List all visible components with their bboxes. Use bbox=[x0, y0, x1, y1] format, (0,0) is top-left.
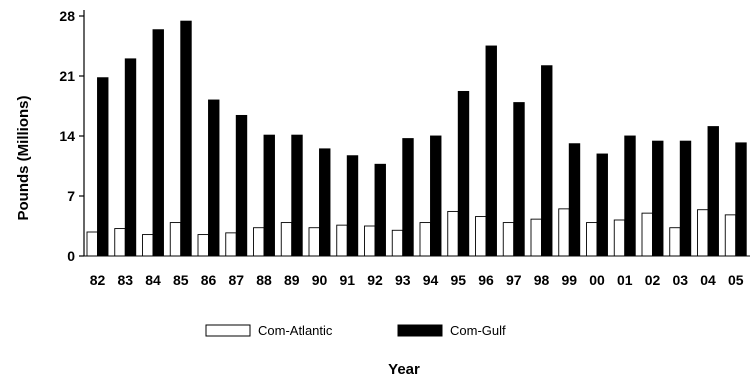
bar-com-atlantic bbox=[225, 232, 237, 257]
y-axis: 0 7 14 21 28 bbox=[59, 8, 85, 264]
legend: Com-Atlantic Com-Gulf bbox=[205, 323, 506, 338]
bar-com-atlantic bbox=[530, 218, 542, 257]
bar-com-gulf bbox=[402, 138, 414, 257]
bar-com-gulf bbox=[124, 58, 137, 257]
x-tick-label: 83 bbox=[117, 272, 133, 288]
x-tick-label: 96 bbox=[478, 272, 494, 288]
x-axis-title: Year bbox=[388, 361, 420, 378]
x-tick-label: 01 bbox=[617, 272, 633, 288]
x-tick-label: 02 bbox=[645, 272, 661, 288]
bar-com-atlantic bbox=[197, 234, 209, 257]
bar-com-atlantic bbox=[586, 222, 598, 257]
legend-label-com-gulf: Com-Gulf bbox=[450, 323, 506, 338]
legend-swatch-com-atlantic bbox=[205, 324, 251, 337]
bar-com-gulf bbox=[97, 77, 109, 257]
x-tick-label: 98 bbox=[534, 272, 550, 288]
bar-com-atlantic bbox=[613, 219, 626, 257]
x-tick-label: 86 bbox=[201, 272, 217, 288]
x-tick-label: 94 bbox=[423, 272, 439, 288]
bar-com-atlantic bbox=[280, 222, 293, 257]
bar-com-gulf bbox=[457, 90, 470, 257]
x-tick-label: 82 bbox=[90, 272, 106, 288]
bar-com-gulf bbox=[735, 142, 747, 257]
x-tick-label: 84 bbox=[145, 272, 161, 288]
bar-com-atlantic bbox=[641, 212, 653, 257]
bar-com-atlantic bbox=[142, 234, 154, 257]
x-tick-label: 87 bbox=[228, 272, 244, 288]
bar-com-atlantic bbox=[697, 209, 709, 257]
x-tick-label: 05 bbox=[728, 272, 744, 288]
bar-com-gulf bbox=[541, 65, 553, 257]
bar-com-gulf bbox=[568, 143, 581, 257]
bar-com-atlantic bbox=[364, 225, 376, 257]
bar-com-atlantic bbox=[308, 227, 320, 257]
bar-com-atlantic bbox=[336, 224, 348, 257]
y-tick-label: 21 bbox=[59, 68, 75, 84]
x-tick-label: 85 bbox=[173, 272, 189, 288]
legend-swatch-com-gulf bbox=[397, 324, 443, 337]
bar-com-gulf bbox=[235, 114, 248, 257]
x-tick-label: 03 bbox=[672, 272, 688, 288]
bar-com-atlantic bbox=[86, 231, 98, 257]
x-tick-label: 90 bbox=[312, 272, 328, 288]
bar-com-gulf bbox=[319, 148, 331, 257]
bar-com-atlantic bbox=[169, 222, 182, 257]
x-tick-label: 99 bbox=[561, 272, 577, 288]
bar-com-atlantic bbox=[724, 214, 737, 257]
bar-com-gulf bbox=[679, 140, 692, 257]
bar-com-gulf bbox=[430, 135, 442, 257]
y-axis-title: Pounds (Millions) bbox=[15, 96, 32, 221]
x-tick-label: 91 bbox=[339, 272, 355, 288]
bar-com-atlantic bbox=[391, 229, 404, 257]
bar-com-gulf bbox=[152, 29, 164, 257]
bar-com-gulf bbox=[180, 20, 192, 257]
bar-com-atlantic bbox=[475, 216, 487, 257]
bar-com-gulf bbox=[485, 45, 497, 257]
x-tick-label: 04 bbox=[700, 272, 716, 288]
bar-com-gulf bbox=[291, 134, 303, 257]
bar-com-atlantic bbox=[114, 228, 126, 257]
x-tick-label: 95 bbox=[450, 272, 466, 288]
y-tick-label: 7 bbox=[67, 188, 75, 204]
bar-com-atlantic bbox=[419, 222, 431, 257]
bar-com-atlantic bbox=[558, 208, 570, 257]
x-tick-label: 97 bbox=[506, 272, 522, 288]
y-tick-label: 14 bbox=[59, 128, 75, 144]
x-tick-label: 92 bbox=[367, 272, 383, 288]
bar-com-gulf bbox=[346, 155, 359, 257]
x-axis-labels: 82 83 84 85 86 87 88 89 90 91 92 93 94 95 96 97 98 99 00 01… bbox=[90, 272, 744, 288]
x-tick-label: 89 bbox=[284, 272, 300, 288]
y-tick-label: 0 bbox=[67, 248, 75, 264]
bar-com-gulf bbox=[513, 102, 525, 257]
bar-com-atlantic bbox=[669, 227, 681, 257]
bar-com-gulf bbox=[263, 134, 275, 257]
bar-com-gulf bbox=[624, 135, 636, 257]
y-tick-label: 28 bbox=[59, 8, 75, 24]
bar-com-atlantic bbox=[253, 227, 265, 257]
bar-com-gulf bbox=[707, 126, 719, 257]
x-tick-label: 00 bbox=[589, 272, 605, 288]
legend-label-com-atlantic: Com-Atlantic bbox=[258, 323, 333, 338]
bar-com-atlantic bbox=[502, 222, 515, 257]
bar-com-atlantic bbox=[447, 210, 459, 257]
bar-com-gulf bbox=[208, 99, 220, 257]
bars bbox=[84, 20, 750, 257]
bar-com-gulf bbox=[596, 153, 608, 257]
x-tick-label: 93 bbox=[395, 272, 411, 288]
x-tick-label: 88 bbox=[256, 272, 272, 288]
bar-com-gulf bbox=[374, 163, 386, 257]
bar-com-gulf bbox=[652, 140, 664, 257]
